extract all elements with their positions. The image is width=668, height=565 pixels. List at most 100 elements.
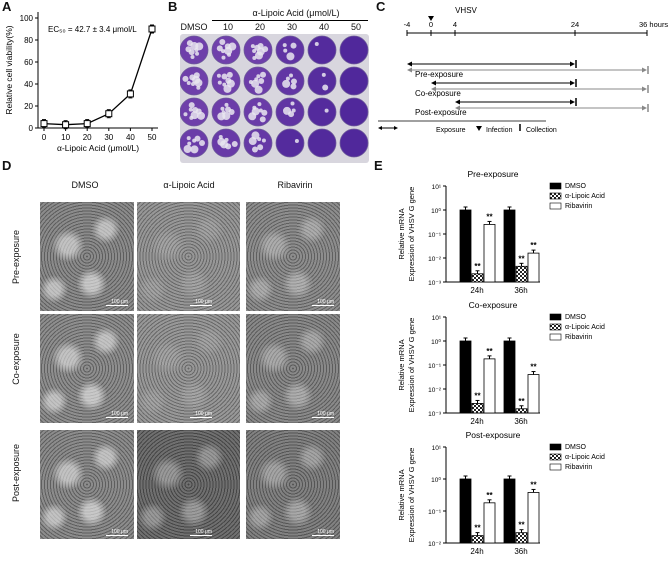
plaque: [183, 112, 188, 117]
plaque: [188, 102, 195, 109]
plaque: [290, 83, 297, 90]
bar-1: [515, 408, 528, 414]
well-plate: [179, 34, 369, 163]
bar-0: [459, 478, 472, 544]
legend-label: DMSO: [565, 444, 587, 451]
plaque: [261, 138, 266, 143]
legend-label: Ribavirin: [565, 203, 592, 210]
y-tick-label: 80: [24, 36, 33, 45]
legend-label: α-Lipoic Acid: [565, 193, 605, 200]
plaque: [190, 82, 195, 87]
bar-2: [527, 374, 540, 414]
plate-well: [243, 128, 273, 158]
y-tick-label: 100: [20, 14, 34, 23]
bar-2: [483, 224, 496, 283]
data-point: [40, 120, 48, 128]
panel-d: DMSO α-Lipoic Acid Ribavirin Pre-exposur…: [0, 176, 370, 565]
legend-label: α-Lipoic Acid: [565, 324, 605, 331]
y-tick-label: 10¹: [432, 315, 442, 322]
plaque: [257, 144, 264, 151]
exposure-arrow-36h-head: [407, 67, 412, 73]
legend-label: Ribavirin: [565, 464, 592, 471]
y-tick-label: 10⁻²: [428, 541, 442, 548]
time-tick-label: 0: [429, 20, 433, 29]
panel-label-d: D: [2, 158, 12, 173]
bar-0: [503, 478, 516, 544]
plaque: [221, 49, 226, 54]
micrograph-post-ribavirin: 100 μm: [246, 430, 340, 539]
y-tick-label: 40: [24, 80, 33, 89]
micrograph-co-ribavirin: 100 μm: [246, 314, 340, 423]
panel-b: α-Lipoic Acid (μmol/L) DMSO 10 20 30 40 50: [172, 8, 372, 163]
exposure-arrow-36h-head: [642, 67, 647, 73]
plaque: [314, 41, 319, 46]
panel-a-chart: 0 20 40 60 80 100 0 10 20 30 40 50 EC₅₀ = 42.7 ± 3.4…: [4, 12, 158, 153]
plaque: [283, 106, 292, 115]
legend-infection-triangle: [476, 126, 482, 131]
plaque: [188, 107, 193, 112]
legend-swatch: [549, 443, 562, 451]
plaque: [226, 71, 233, 78]
plaque: [259, 116, 266, 123]
plaque: [190, 55, 195, 60]
x-tick-label: 40: [126, 133, 135, 142]
legend-collection: Collection: [526, 127, 557, 134]
plaque: [251, 131, 260, 140]
plaque: [186, 136, 191, 141]
row-header-co: Co-exposure: [11, 333, 21, 385]
plaque: [251, 107, 260, 116]
y-axis-title-line1: Relative mRNA: [397, 339, 406, 390]
y-tick-label: 10⁻³: [428, 411, 442, 418]
y-axis-title-line2: Expression of VHSV G gene: [407, 187, 416, 282]
plaque: [283, 48, 288, 53]
y-tick-label: 20: [24, 102, 33, 111]
legend-label: DMSO: [565, 314, 587, 321]
x-tick-label: 50: [148, 133, 157, 142]
micrograph-co-dmso: 100 μm: [40, 314, 134, 423]
exposure-arrow-36h-head: [642, 105, 647, 111]
bar-1: [515, 265, 528, 283]
panel-label-b: B: [168, 0, 178, 14]
plate-well: [339, 128, 369, 158]
exposure-arrow-head: [431, 80, 436, 86]
plaque: [217, 112, 226, 121]
scale-bar: [190, 417, 212, 418]
bar-0: [503, 340, 516, 414]
significance-mark: **: [530, 363, 537, 372]
legend-swatch: [549, 323, 562, 331]
legend-label: α-Lipoic Acid: [565, 454, 605, 461]
data-point: [83, 120, 91, 128]
plate-well: [307, 66, 337, 96]
legend-label: Ribavirin: [565, 334, 592, 341]
plate-well: [307, 35, 337, 65]
plaque: [221, 73, 228, 80]
bar-1: [471, 403, 484, 414]
plaque: [194, 78, 203, 87]
scale-bar: [190, 305, 212, 306]
plaque: [260, 71, 267, 78]
scale-bar: [190, 535, 212, 536]
y-axis-title-line2: Expression of VHSV G gene: [407, 448, 416, 543]
plaque: [224, 43, 231, 50]
micrograph-pre-ribavirin: 100 μm: [246, 202, 340, 311]
legend-swatch: [549, 192, 562, 200]
panel-label-a: A: [2, 0, 12, 14]
significance-mark: **: [474, 524, 481, 533]
scale-bar-label: 100 μm: [111, 411, 128, 417]
plaque: [217, 80, 222, 85]
plaque: [186, 40, 193, 47]
bar-1: [471, 535, 484, 544]
significance-mark: **: [530, 241, 537, 250]
y-tick-label: 10⁻²: [428, 256, 442, 263]
plaque: [324, 108, 329, 113]
scale-bar: [312, 535, 334, 536]
plaque: [223, 84, 232, 93]
timeline-row-post: Post-exposure: [415, 108, 467, 117]
plaque: [231, 140, 238, 147]
plaque: [257, 42, 264, 49]
plate-well: [275, 128, 305, 158]
bar-2: [483, 358, 496, 414]
plaque: [285, 76, 290, 81]
exposure-arrow-head: [570, 80, 575, 86]
chart-title: Pre-exposure: [467, 169, 518, 179]
